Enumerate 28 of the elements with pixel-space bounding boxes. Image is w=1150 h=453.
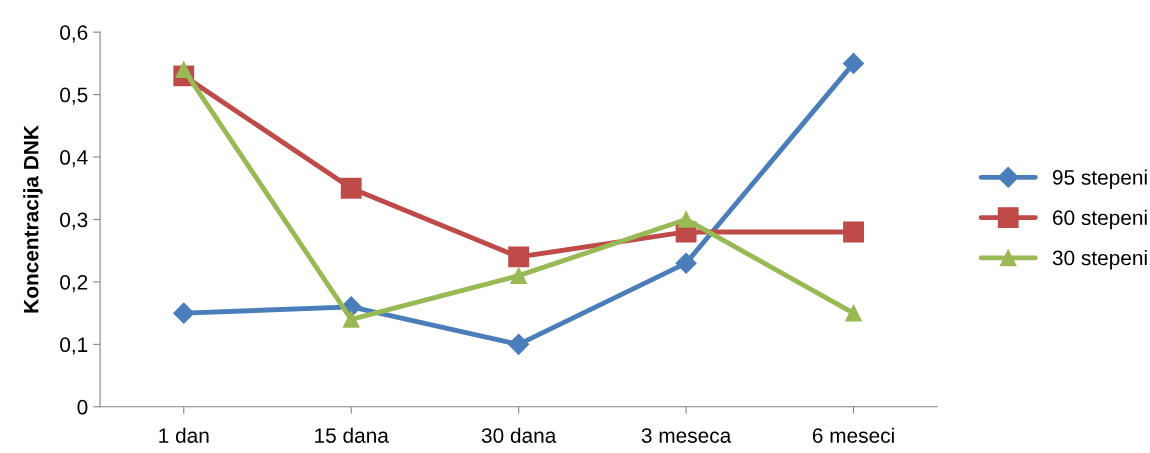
point: [510, 267, 527, 285]
y-tick-label: 0,4: [60, 150, 88, 168]
point: [340, 177, 362, 199]
point: [508, 333, 530, 355]
x-tick-label: 3 meseca: [641, 428, 732, 443]
x-tick-label: 30 dana: [481, 427, 557, 443]
x-tick-label: 1 dan: [159, 427, 209, 443]
y-tick-label: 0: [77, 399, 88, 415]
y-tick-label: 0,2: [60, 274, 88, 293]
legend-label: 30 stepeni: [1052, 250, 1147, 270]
y-tick-label: 0,1: [60, 337, 88, 355]
y-tick-label: 0,5: [60, 87, 88, 105]
point: [173, 302, 195, 324]
point: [342, 311, 360, 328]
legend-label: 60 stepeni: [1053, 209, 1147, 230]
x-tick-label: 15 dana: [315, 427, 389, 443]
point: [843, 52, 865, 74]
point: [677, 211, 695, 228]
y-axis-title: Koncentracija DNK: [23, 125, 43, 313]
point: [508, 246, 530, 268]
x-tick-label: 6 meseci: [812, 427, 894, 443]
y-tick-label: 0,3: [60, 212, 88, 230]
point: [845, 304, 862, 322]
point: [175, 61, 193, 78]
point: [843, 221, 864, 243]
y-tick-label: 0,6: [60, 25, 88, 43]
point: [675, 252, 697, 274]
legend-label: 95 stepeni: [1052, 169, 1147, 189]
